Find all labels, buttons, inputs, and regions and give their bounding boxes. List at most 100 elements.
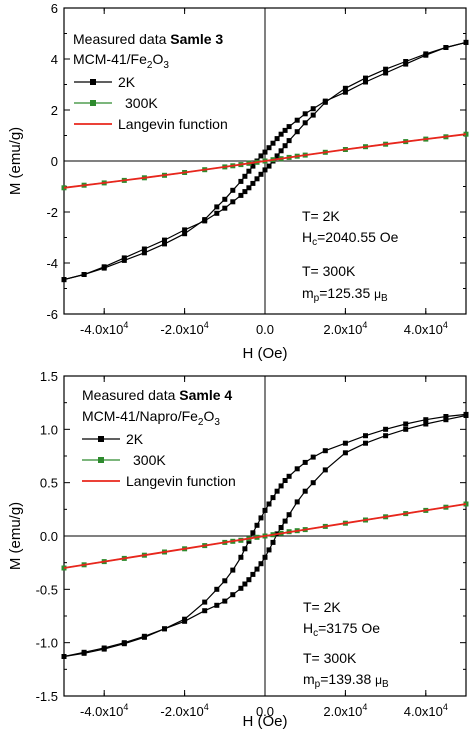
data-point-2k: [310, 454, 316, 460]
data-point-2k: [302, 488, 308, 494]
annotation-mp: mp=125.35 μB: [302, 285, 388, 304]
x-tick-mantissa: 0.0: [256, 704, 274, 719]
hc-sub: c: [313, 628, 318, 639]
mp-main: m: [303, 671, 315, 687]
data-point-2k: [282, 143, 288, 149]
data-point-2k: [246, 168, 252, 174]
data-point-2k: [443, 45, 449, 50]
data-point-2k: [423, 417, 429, 423]
y-tick-label: -4: [46, 256, 58, 271]
data-point-2k: [294, 466, 300, 472]
data-point-2k: [310, 106, 316, 112]
hc-sub: c: [312, 237, 317, 248]
y-tick-label: 0: [51, 154, 58, 169]
data-point-2k: [182, 231, 188, 237]
legend-label-2k: 2K: [126, 431, 144, 447]
x-tick-label: -4.0x104: [80, 320, 128, 337]
title-prefix: Measured data: [82, 387, 179, 403]
legend-label-2k: 2K: [118, 74, 136, 90]
x-tick-label: 4.0x104: [404, 702, 448, 719]
y-axis-title: M (emu/g): [7, 127, 24, 195]
data-point-2k: [242, 173, 248, 179]
data-point-2k: [310, 480, 316, 486]
data-point-2k: [282, 518, 288, 524]
data-point-2k: [262, 554, 268, 560]
data-point-2k: [258, 515, 264, 521]
data-point-2k: [274, 488, 280, 494]
series-group: [61, 39, 469, 283]
subtitle-sub2: 3: [214, 417, 220, 428]
data-point-2k: [294, 499, 300, 505]
data-point-2k: [322, 99, 328, 105]
data-point-2k: [101, 646, 107, 652]
data-point-2k: [230, 592, 236, 598]
hc-main: H: [302, 229, 312, 245]
data-point-2k: [342, 450, 348, 456]
data-point-2k: [403, 421, 409, 427]
annotation-t-300k: T= 300K: [302, 263, 356, 279]
annotation-t-2k: T= 2K: [302, 208, 340, 224]
data-point-2k: [258, 171, 264, 177]
legend-label-300k: 300K: [133, 452, 166, 468]
y-tick-label: -6: [46, 307, 58, 322]
annotation-mp: mp=139.38 μB: [303, 671, 389, 690]
data-point-2k: [250, 571, 256, 577]
legend: 2K 300K Langevin function: [82, 431, 236, 489]
data-point-2k: [310, 112, 316, 118]
legend: 2K 300K Langevin function: [74, 74, 228, 132]
data-point-2k: [182, 618, 188, 624]
y-axis-title: M (emu/g): [7, 502, 24, 570]
data-point-2k: [242, 546, 248, 552]
data-point-2k: [202, 218, 208, 224]
data-point-2k: [250, 530, 256, 536]
data-point-2k: [214, 210, 220, 216]
x-tick-mantissa: 2.0x10: [323, 704, 362, 719]
x-tick-mantissa: -2.0x10: [160, 704, 203, 719]
data-point-2k: [230, 187, 236, 193]
legend-marker-300k: [98, 457, 104, 463]
series-line-langevin-function: [63, 133, 467, 189]
mp-sub: p: [314, 293, 320, 304]
subtitle-main: MCM-41/Fe: [73, 51, 147, 67]
mp-value: =139.38: [320, 671, 375, 687]
data-point-2k: [222, 196, 228, 202]
data-point-2k: [274, 153, 280, 159]
hc-value: =2040.55 Oe: [317, 229, 399, 245]
data-point-2k: [141, 634, 147, 640]
data-point-2k: [302, 111, 308, 117]
title-bold: Samle 3: [170, 31, 223, 47]
data-point-2k: [423, 51, 429, 57]
x-tick-label: -2.0x104: [160, 320, 208, 337]
y-tick-label: -1.5: [36, 689, 58, 704]
x-tick-labels: -4.0x104 -2.0x104 0.0 2.0x104 4.0x104: [80, 320, 448, 337]
data-point-2k: [403, 61, 409, 67]
title-bold: Samle 4: [179, 387, 232, 403]
data-point-2k: [214, 204, 220, 210]
x-tick-exponent: 4: [362, 320, 367, 330]
data-point-2k: [403, 426, 409, 432]
data-point-2k: [258, 561, 264, 567]
annotation-t-300k: T= 300K: [303, 650, 357, 666]
data-point-2k: [302, 120, 308, 126]
mu-main: μ: [374, 287, 381, 301]
subtitle-sub: 2: [147, 60, 153, 71]
y-tick-label: 6: [51, 1, 58, 16]
data-point-2k: [246, 185, 252, 191]
x-axis-title: H (Oe): [243, 345, 288, 362]
subtitle-sub: 2: [198, 417, 204, 428]
data-point-2k: [270, 495, 276, 501]
data-point-2k: [294, 129, 300, 135]
data-point-2k: [246, 538, 252, 544]
data-point-2k: [363, 75, 368, 81]
x-tick-label: -4.0x104: [80, 702, 128, 719]
hc-main: H: [303, 620, 313, 636]
data-point-2k: [214, 586, 220, 592]
data-point-2k: [363, 79, 368, 85]
data-point-2k: [266, 501, 272, 507]
data-point-2k: [262, 149, 268, 155]
x-tick-mantissa: 4.0x10: [404, 704, 443, 719]
data-point-2k: [278, 131, 284, 137]
data-point-2k: [266, 145, 272, 151]
data-point-2k: [383, 426, 389, 432]
data-point-2k: [121, 641, 127, 647]
